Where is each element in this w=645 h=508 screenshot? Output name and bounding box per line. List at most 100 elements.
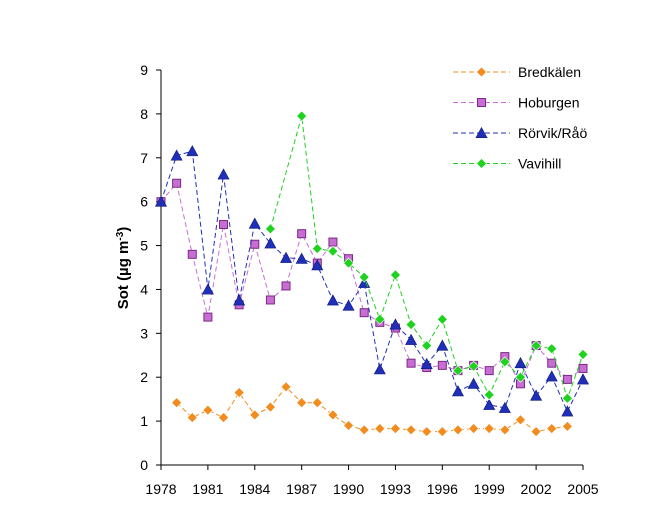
series-layer [154,110,590,438]
legend-label: Hoburgen [518,95,580,111]
data-point-rorvik-rao [483,398,496,410]
data-point-hoburgen [265,295,275,305]
y-tick-label: 4 [140,281,148,297]
data-point-hoburgen [219,219,229,229]
y-tick-label: 6 [140,194,148,210]
data-point-vavihill [483,389,495,401]
series-line-hoburgen [160,182,584,385]
data-point-vavihill [374,313,386,325]
data-point-rorvik-rao [467,377,480,389]
data-point-vavihill [390,269,401,281]
data-point-hoburgen [406,358,416,368]
series-bredkalen [171,381,573,438]
data-point-vavihill [468,360,480,372]
data-point-vavihill [452,365,464,377]
data-point-rorvik-rao [201,283,214,295]
data-point-vavihill [327,245,339,257]
data-point-hoburgen [547,358,557,368]
data-point-vavihill [436,313,448,325]
data-point-bredkalen [343,420,354,431]
data-point-hoburgen [297,229,307,239]
data-point-bredkalen [390,423,401,434]
x-tick-label: 2005 [567,481,598,497]
y-tick-label: 2 [140,369,148,385]
data-point-rorvik-rao [373,363,386,375]
data-point-rorvik-rao [420,357,433,370]
data-point-vavihill [515,371,526,383]
data-point-rorvik-rao [405,333,418,345]
data-point-rorvik-rao [530,389,543,401]
data-point-bredkalen [483,423,495,434]
data-point-bredkalen [468,423,480,434]
x-tick-label: 1987 [286,481,317,497]
data-point-rorvik-rao [451,385,464,397]
data-point-bredkalen [296,397,308,409]
data-point-bredkalen [358,424,370,436]
data-point-rorvik-rao [170,149,183,161]
data-point-hoburgen [281,281,291,291]
series-rorvik-rao [154,145,590,417]
data-point-bredkalen [280,381,292,393]
data-point-rorvik-rao [389,318,402,330]
data-point-rorvik-rao [233,294,246,306]
data-point-rorvik-rao [186,145,199,157]
data-point-rorvik-rao [561,405,574,417]
x-tick-label: 1978 [145,481,176,497]
legend-item-hoburgen: Hoburgen [453,95,580,111]
y-axis-label-superscript: -3 [115,231,126,240]
x-tick-label: 2002 [521,481,552,497]
data-point-vavihill [296,110,308,122]
y-tick-label: 7 [140,150,148,166]
legend-item-rorvik-rao: Rörvik/Råö [453,125,587,141]
data-point-rorvik-rao [280,251,293,263]
data-point-bredkalen [327,409,339,421]
data-point-rorvik-rao [576,373,590,385]
data-point-rorvik-rao [326,294,339,306]
data-point-vavihill [577,348,589,360]
y-ticks: 0 1 2 3 4 5 6 7 8 9 [140,62,161,473]
data-point-bredkalen [264,401,276,413]
data-point-bredkalen [218,412,229,424]
data-point-bredkalen [515,414,526,426]
x-tick-label: 1990 [333,481,364,497]
data-point-bredkalen [530,426,542,438]
y-tick-label: 9 [140,62,148,78]
y-tick-label: 1 [140,413,148,429]
data-point-hoburgen [484,366,494,376]
data-point-hoburgen [562,374,572,384]
y-axis-label: Sot (µg m-3) [115,227,133,310]
data-point-rorvik-rao [217,168,230,180]
data-point-bredkalen [171,397,183,409]
series-line-rorvik-rao [160,150,584,413]
data-point-hoburgen [328,237,338,247]
x-tick-label: 1996 [427,481,458,497]
data-point-vavihill [358,271,370,283]
data-point-hoburgen [203,312,213,322]
data-point-vavihill [499,356,511,368]
data-point-vavihill [264,223,276,235]
data-point-vavihill [546,343,558,355]
data-point-bredkalen [436,426,448,438]
data-point-hoburgen [187,249,197,259]
data-point-rorvik-rao [248,217,261,229]
data-point-rorvik-rao [436,339,449,351]
legend-label: Bredkälen [518,64,581,80]
series-vavihill [264,110,589,404]
x-tick-label: 1981 [192,481,223,497]
legend-label: Rörvik/Råö [518,125,587,141]
data-point-vavihill [421,340,433,352]
data-point-rorvik-rao [498,401,511,413]
data-point-bredkalen [374,423,386,434]
series-hoburgen [156,178,588,389]
data-point-bredkalen [405,424,417,436]
x-tick-label: 1999 [474,481,505,497]
data-point-rorvik-rao [295,252,308,264]
y-tick-label: 5 [140,238,148,254]
data-point-bredkalen [499,424,511,436]
x-tick-label: 1993 [380,481,411,497]
data-point-bredkalen [249,409,261,421]
legend-marker [476,158,487,169]
legend-item-bredkalen: Bredkälen [453,64,581,80]
data-point-rorvik-rao [311,259,324,271]
